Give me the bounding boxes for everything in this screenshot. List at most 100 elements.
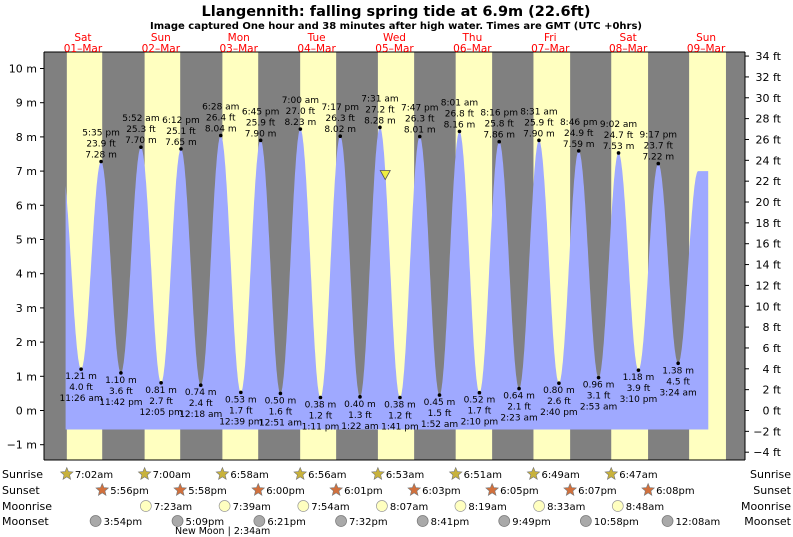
tide-label: 26.8 ft (445, 109, 475, 119)
tide-label: 8.01 m (404, 126, 436, 136)
sunrise-time: 6:53am (386, 470, 424, 481)
moonset-icon (335, 515, 347, 527)
moonset-time: 12:08am (676, 517, 721, 528)
tide-label: 1.2 ft (309, 412, 333, 422)
tide-label: 8:01 am (441, 98, 478, 108)
day-name: Wed (383, 32, 406, 44)
tide-label: 1.6 ft (269, 407, 293, 417)
tide-label: 1.18 m (623, 373, 655, 383)
current-tide-marker (379, 170, 391, 181)
row-label-right: Moonrise (741, 500, 791, 513)
sunset-icon (329, 482, 344, 496)
tide-label: 7.86 m (483, 131, 515, 141)
tide-point (139, 145, 143, 149)
day-date: 08–Mar (609, 43, 648, 55)
tide-label: 9:17 pm (640, 131, 678, 141)
tide-label: 7:17 pm (321, 103, 359, 113)
sunset-time: 6:03pm (422, 486, 461, 497)
day-name: Fri (544, 32, 557, 44)
moonset-time: 6:21pm (267, 517, 306, 528)
tide-label: 8.16 m (444, 120, 476, 130)
y-right-tick-label: 10 ft (756, 300, 782, 313)
sunset-icon (485, 482, 500, 496)
sunrise-icon (604, 466, 619, 480)
tide-label: 26.3 ft (405, 115, 435, 125)
tide-point (477, 390, 482, 395)
tide-label: 7:31 am (361, 94, 398, 104)
y-right-tick-label: 22 ft (756, 175, 782, 188)
tide-point (437, 393, 442, 397)
tide-label: 27.0 ft (286, 107, 316, 117)
tide-label: 0.80 m (543, 386, 575, 396)
moonrise-time: 7:54am (311, 502, 349, 513)
tide-label: 2:53 am (580, 403, 617, 413)
moonrise-icon (297, 500, 310, 512)
day-date: 04–Mar (297, 43, 336, 55)
chart-subtitle: Image captured One hour and 38 minutes a… (150, 21, 642, 32)
tide-label: 26.3 ft (326, 114, 356, 124)
moonrise-icon (376, 500, 388, 512)
tide-area (65, 127, 709, 430)
sunset-icon (251, 482, 266, 496)
tide-label: 2:23 am (500, 414, 537, 424)
day-date: 09–Mar (687, 43, 726, 55)
axes: −1 m 0 m 1 m 2 m 3 m 4 m 5 m 6 m 7 m 8 m 9 m 10 m −4… (7, 50, 782, 461)
tide-label: 24.7 ft (604, 131, 634, 141)
tide-label: 27.2 ft (365, 105, 395, 115)
tide-label: 6:45 pm (242, 107, 280, 117)
row-label-right: Sunrise (750, 468, 791, 481)
moonset-time: 10:58pm (594, 517, 639, 528)
moonrise-time: 8:48am (626, 502, 664, 513)
moonrise-time: 8:07am (390, 502, 428, 513)
tide-label: 1.5 ft (428, 409, 452, 419)
tide-point (119, 371, 123, 375)
day-headers: Sat01–MarSun02–MarMon03–MarTue04–MarWed0… (64, 32, 726, 55)
sunrise-time: 6:49am (541, 470, 579, 481)
y-right-tick-label: 32 ft (756, 71, 782, 84)
tide-point (198, 383, 203, 387)
sunrise-icon (448, 466, 463, 480)
tide-point (258, 138, 263, 143)
sunset-icon (95, 482, 110, 496)
moonset-time: 7:32pm (349, 517, 388, 528)
tide-label: 3.6 ft (109, 387, 133, 397)
y-left-tick-label: 1 m (16, 370, 37, 383)
day-date: 03–Mar (220, 43, 259, 55)
moonrise-time: 8:33am (547, 502, 585, 513)
sunset-time: 6:05pm (500, 486, 539, 497)
y-right-tick-label: 4 ft (763, 363, 782, 376)
tide-point (358, 395, 362, 399)
tide-point (636, 368, 641, 372)
y-left-tick-label: 7 m (16, 165, 37, 178)
tide-label: 7:00 am (282, 96, 319, 106)
tide-label: 11:26 am (60, 394, 103, 404)
sunrise-icon (59, 466, 74, 480)
row-label-left: Sunrise (2, 468, 43, 481)
sunrise-time: 6:56am (308, 470, 346, 481)
tide-label: 5:35 pm (82, 129, 120, 139)
tide-label: 0.38 m (384, 401, 416, 411)
tide-label: 0.45 m (424, 398, 456, 408)
sunrise-icon (215, 466, 230, 480)
y-left-tick-label: 8 m (16, 131, 37, 144)
tide-point (398, 395, 402, 400)
sunrise-time: 6:47am (619, 470, 657, 481)
tide-point (656, 161, 661, 166)
day-date: 01–Mar (64, 43, 103, 55)
day-date: 06–Mar (453, 43, 492, 55)
y-right-tick-label: 12 ft (756, 279, 782, 292)
tide-label: 8.28 m (364, 116, 396, 126)
y-left-tick-label: 9 m (16, 97, 37, 110)
moonrise-icon (140, 500, 152, 512)
tide-point (318, 395, 323, 400)
tide-label: 1.21 m (65, 372, 97, 382)
tide-point (278, 391, 283, 396)
moonrise-icon (454, 500, 467, 512)
moonrise-time: 7:39am (233, 502, 271, 513)
row-label-left: Sunset (2, 484, 40, 497)
day-date: 02–Mar (142, 43, 181, 55)
tide-label: 23.9 ft (86, 140, 116, 150)
tide-label: 2.4 ft (189, 399, 213, 409)
tide-label: 7.28 m (85, 151, 117, 161)
